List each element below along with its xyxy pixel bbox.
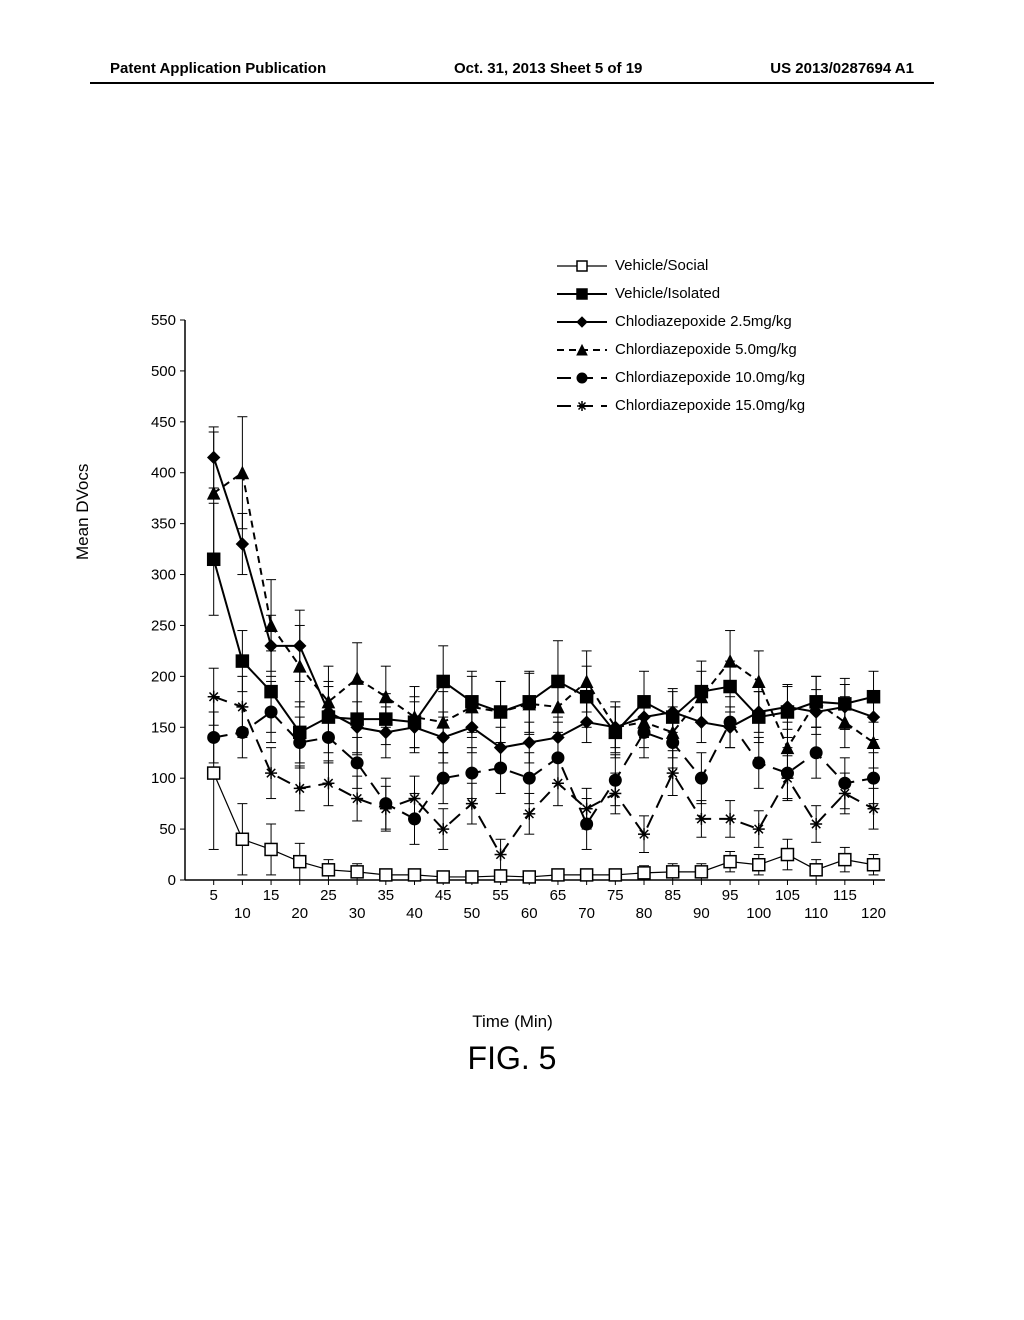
svg-text:300: 300 xyxy=(151,567,176,584)
svg-text:80: 80 xyxy=(636,905,653,922)
svg-text:15: 15 xyxy=(263,887,280,904)
svg-text:45: 45 xyxy=(435,887,452,904)
svg-text:30: 30 xyxy=(349,905,366,922)
header-left: Patent Application Publication xyxy=(110,60,326,77)
figure-caption: FIG. 5 xyxy=(0,1040,1024,1077)
svg-text:100: 100 xyxy=(746,905,771,922)
svg-text:0: 0 xyxy=(168,872,176,889)
svg-text:50: 50 xyxy=(159,821,176,838)
chart-plot: 0 50 100 150 200 250 300 350 400 450 500 550 5 15 25 35… xyxy=(125,280,900,920)
svg-text:120: 120 xyxy=(861,905,886,922)
legend-row: Vehicle/Social xyxy=(555,252,805,280)
svg-text:200: 200 xyxy=(151,668,176,685)
svg-text:115: 115 xyxy=(833,887,857,904)
svg-text:20: 20 xyxy=(291,905,308,922)
svg-text:100: 100 xyxy=(151,770,176,787)
svg-text:550: 550 xyxy=(151,312,176,329)
legend-label: Vehicle/Social xyxy=(615,252,708,280)
svg-text:40: 40 xyxy=(406,905,423,922)
svg-text:60: 60 xyxy=(521,905,538,922)
svg-text:5: 5 xyxy=(210,887,218,904)
svg-text:400: 400 xyxy=(151,465,176,482)
svg-text:55: 55 xyxy=(492,887,509,904)
svg-text:105: 105 xyxy=(775,887,800,904)
svg-text:110: 110 xyxy=(804,905,828,922)
svg-text:10: 10 xyxy=(234,905,251,922)
header-divider xyxy=(90,82,934,84)
chart-container: Vehicle/SocialVehicle/IsolatedChlodiazep… xyxy=(125,280,900,960)
y-axis-label: Mean DVocs xyxy=(73,464,93,560)
svg-text:35: 35 xyxy=(377,887,394,904)
svg-text:350: 350 xyxy=(151,516,176,533)
svg-text:50: 50 xyxy=(464,905,481,922)
svg-text:95: 95 xyxy=(722,887,739,904)
svg-text:250: 250 xyxy=(151,617,176,634)
svg-text:90: 90 xyxy=(693,905,710,922)
x-axis-label: Time (Min) xyxy=(125,1012,900,1032)
svg-text:85: 85 xyxy=(664,887,681,904)
page-header: Patent Application Publication Oct. 31, … xyxy=(0,60,1024,77)
svg-text:450: 450 xyxy=(151,414,176,431)
svg-text:65: 65 xyxy=(550,887,567,904)
svg-text:25: 25 xyxy=(320,887,337,904)
svg-text:70: 70 xyxy=(578,905,595,922)
svg-text:500: 500 xyxy=(151,363,176,380)
svg-text:75: 75 xyxy=(607,887,624,904)
svg-text:150: 150 xyxy=(151,719,176,736)
header-right: US 2013/0287694 A1 xyxy=(770,60,914,77)
header-mid: Oct. 31, 2013 Sheet 5 of 19 xyxy=(454,60,642,77)
